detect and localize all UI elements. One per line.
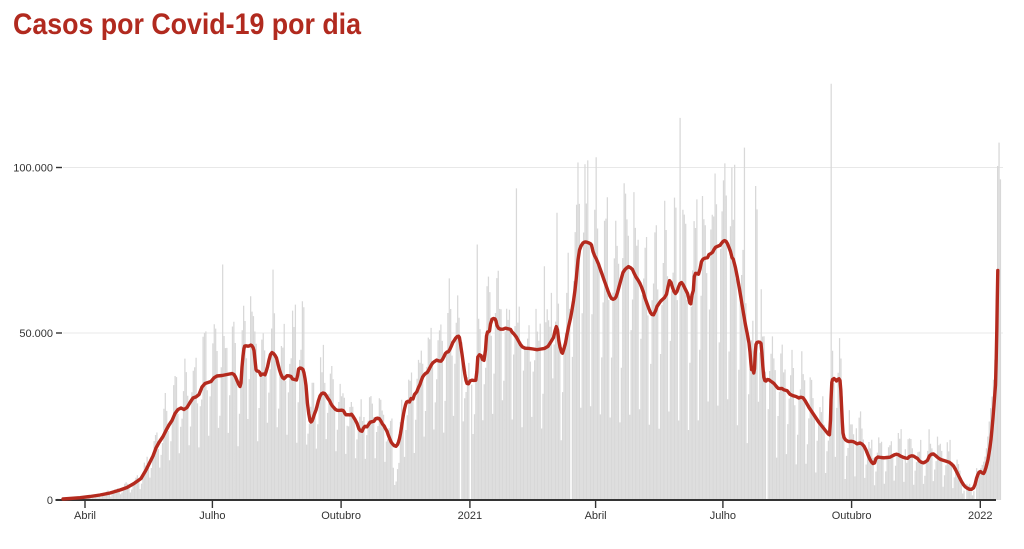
- svg-text:Julho: Julho: [199, 510, 225, 522]
- svg-text:Abril: Abril: [74, 510, 96, 522]
- svg-text:100.000: 100.000: [13, 163, 53, 175]
- svg-text:Outubro: Outubro: [321, 510, 361, 522]
- svg-text:0: 0: [47, 495, 53, 507]
- svg-text:2022: 2022: [968, 510, 992, 522]
- svg-text:Julho: Julho: [710, 510, 736, 522]
- svg-text:50.000: 50.000: [19, 328, 53, 340]
- svg-text:Casos por Covid-19 por dia: Casos por Covid-19 por dia: [13, 8, 362, 41]
- svg-text:Outubro: Outubro: [832, 510, 872, 522]
- svg-text:2021: 2021: [458, 510, 482, 522]
- svg-text:Abril: Abril: [585, 510, 607, 522]
